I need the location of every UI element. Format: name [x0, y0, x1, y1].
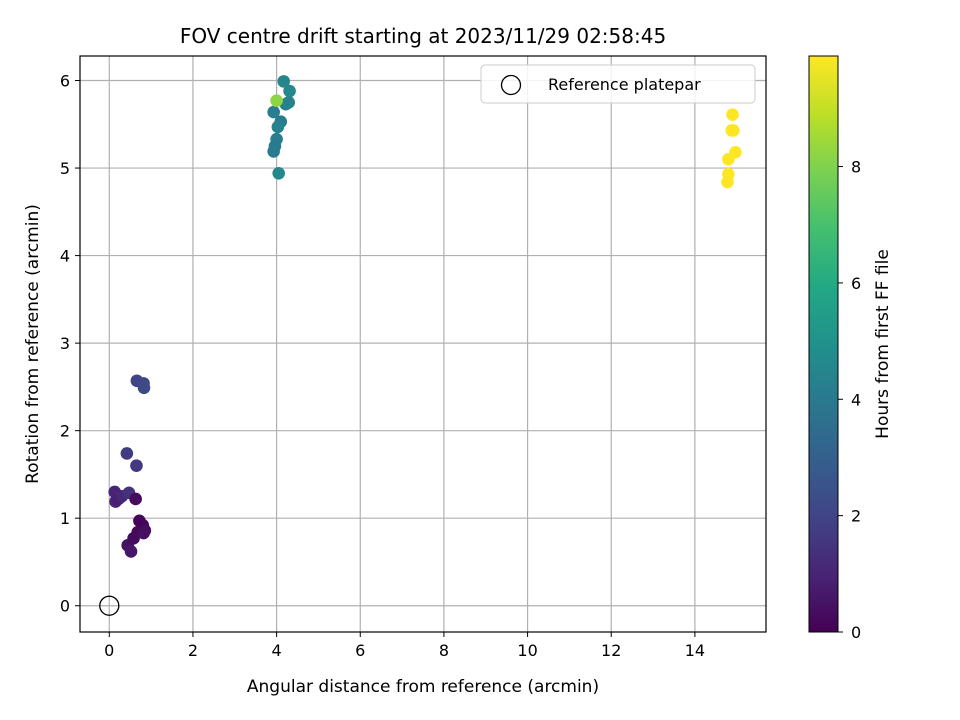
colorbar-tick-label: 2 [851, 507, 861, 526]
y-tick-label: 3 [60, 334, 70, 353]
scatter-point [725, 124, 738, 137]
chart-title: FOV centre drift starting at 2023/11/29 … [180, 24, 666, 48]
x-tick-label: 2 [188, 641, 198, 660]
scatter-point [270, 94, 283, 107]
scatter-point [283, 84, 296, 98]
scatter-point [137, 381, 151, 395]
colorbar-tick-label: 4 [851, 390, 861, 409]
colorbar-tick-label: 0 [851, 623, 861, 642]
x-tick-label: 12 [601, 641, 621, 660]
legend-box [480, 64, 756, 104]
colorbar-tick-label: 6 [851, 274, 861, 293]
scatter-point [267, 145, 280, 158]
y-tick-label: 1 [60, 509, 70, 528]
scatter-point [271, 120, 285, 134]
scatter-point [282, 96, 296, 109]
x-axis-label: Angular distance from reference (arcmin) [247, 677, 599, 697]
plot-frame [79, 55, 767, 633]
x-tick-label: 10 [517, 641, 537, 660]
scatter-point [124, 545, 138, 558]
colorbar-gradient [808, 55, 839, 633]
y-tick-label: 5 [60, 159, 70, 178]
x-tick-label: 14 [685, 641, 705, 660]
y-ticks: 0 1 2 3 4 5 6 [60, 72, 80, 616]
data-points [108, 75, 742, 558]
y-tick-label: 2 [60, 422, 70, 441]
legend: Reference platepar [480, 64, 756, 104]
reference-point [99, 595, 120, 616]
x-ticks: 0 2 4 6 8 10 12 14 [104, 632, 705, 660]
x-tick-label: 6 [355, 641, 365, 660]
scatter-point [726, 108, 739, 121]
scatter-point [721, 175, 734, 189]
y-axis-label: Rotation from reference (arcmin) [23, 204, 43, 484]
scatter-point [267, 105, 280, 119]
legend-label: Reference platepar [548, 75, 701, 94]
y-tick-label: 0 [60, 597, 70, 616]
reference-marker-layer [99, 595, 120, 616]
colorbar-ticks: 0 2 4 6 8 [838, 158, 861, 642]
x-tick-label: 4 [272, 641, 282, 660]
colorbar-tick-label: 8 [851, 158, 861, 177]
y-tick-label: 6 [60, 72, 70, 91]
x-tick-label: 0 [104, 641, 114, 660]
scatter-point [130, 459, 143, 472]
scatter-point [137, 526, 150, 540]
scatter-point [272, 167, 285, 180]
scatter-point [129, 492, 142, 506]
scatter-point [120, 447, 134, 460]
colorbar-label: Hours from first FF file [873, 249, 893, 439]
x-tick-label: 8 [439, 641, 449, 660]
y-tick-label: 4 [60, 247, 70, 266]
grid-lines [80, 56, 766, 632]
legend-marker [500, 74, 522, 96]
scatter-point [722, 152, 735, 166]
scatter-point [277, 75, 291, 88]
colorbar: 0 2 4 6 8 Hours from first FF file [808, 55, 893, 642]
